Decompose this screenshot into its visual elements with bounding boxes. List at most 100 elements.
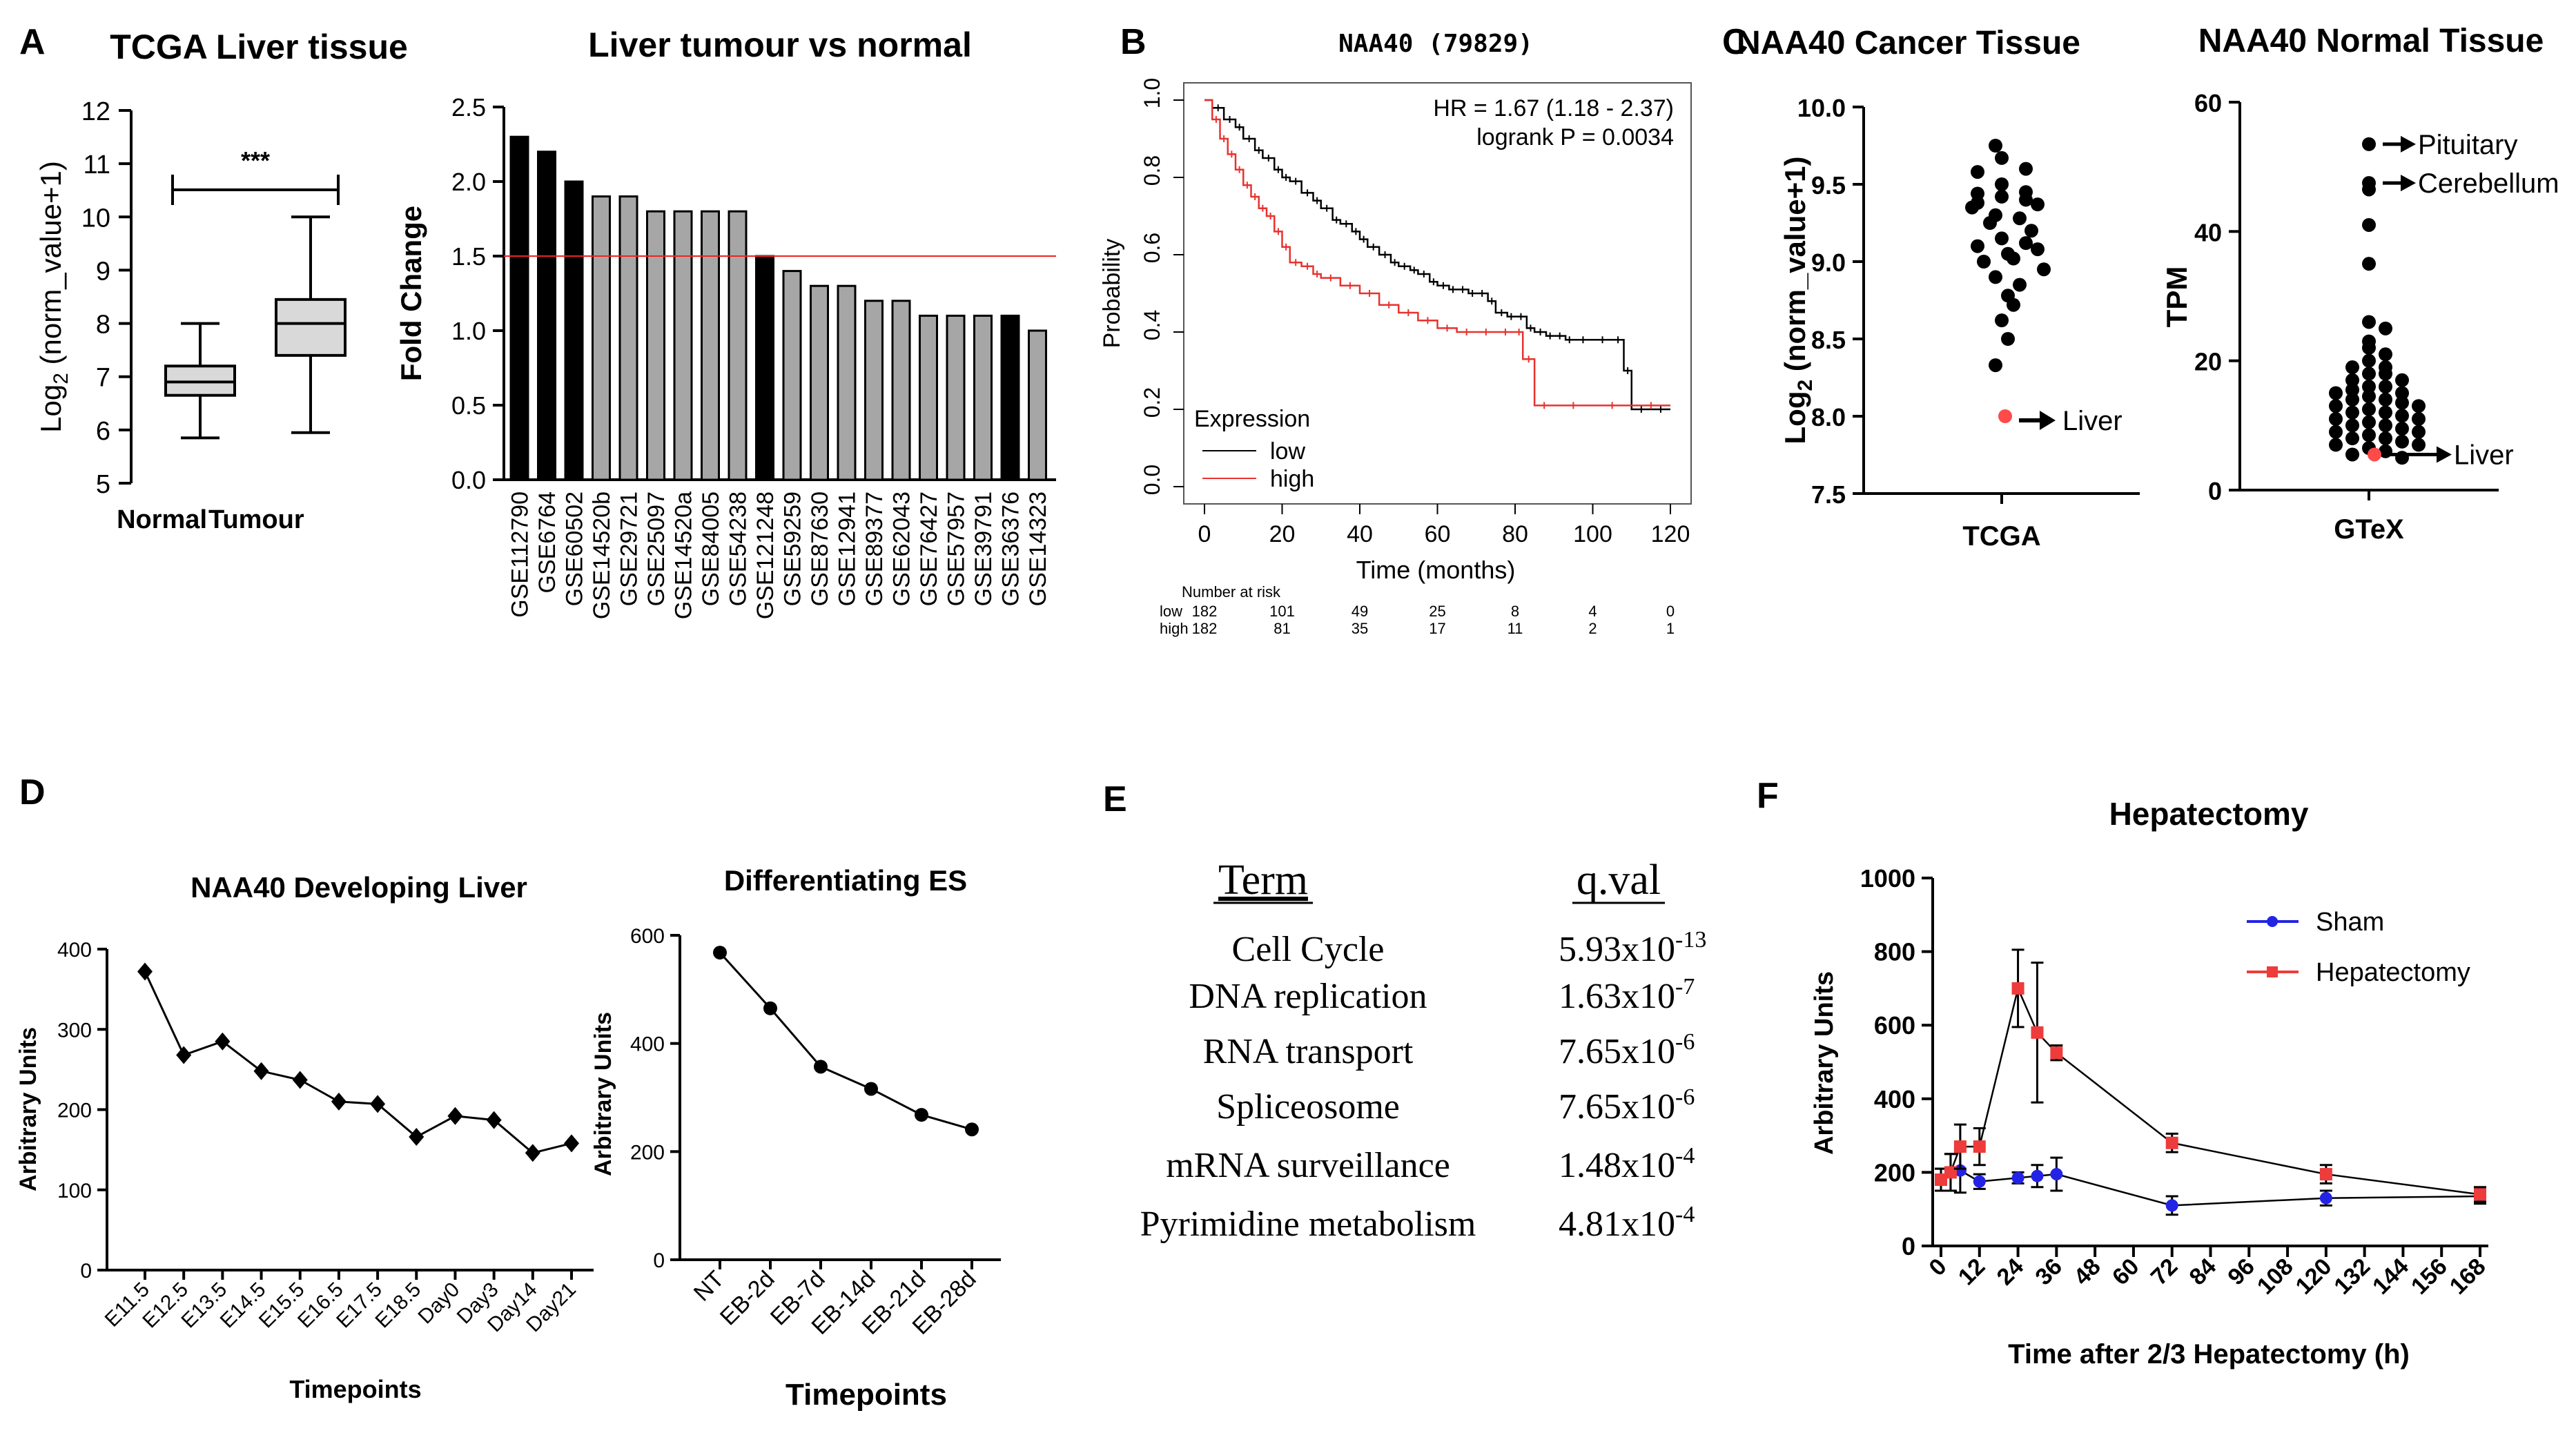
legend-high-label: high [1270, 466, 1314, 492]
data-point [2379, 418, 2392, 433]
data-point [2362, 389, 2376, 404]
censor-mark [1430, 278, 1437, 286]
x-tick-label: 132 [2329, 1254, 2375, 1300]
x-tick-label: 24 [1992, 1254, 2029, 1291]
hr-text: HR = 1.67 (1.18 - 2.37) [1433, 95, 1674, 121]
qval-cell: 7.65x10-6 [1559, 1084, 1695, 1127]
data-point [2019, 193, 2033, 207]
data-point [137, 962, 153, 981]
censor-mark [1385, 301, 1393, 309]
bar [537, 150, 556, 481]
x-tick-label: 72 [2146, 1254, 2183, 1291]
data-point [2379, 321, 2392, 335]
data-point [2165, 1199, 2178, 1212]
data-point [965, 1122, 979, 1137]
risk-value: 182 [1192, 620, 1218, 637]
y-tick-label: 200 [630, 1141, 665, 1164]
y-tick-label: 8.5 [1811, 326, 1846, 354]
x-tick-label: GSE39791 [970, 491, 997, 606]
censor-mark [1450, 286, 1456, 293]
data-point [1995, 177, 2009, 191]
qval-cell: 4.81x10-4 [1559, 1202, 1695, 1244]
censor-mark [1420, 271, 1427, 277]
data-point [1995, 313, 2009, 328]
censor-mark [1391, 259, 1398, 266]
data-point [2395, 396, 2409, 410]
chart-title: NAA40 Cancer Tissue [1737, 25, 2080, 61]
y-tick-label: 60 [2194, 89, 2222, 117]
censor-mark [1343, 220, 1350, 228]
term-cell: DNA replication [1189, 977, 1427, 1016]
x-tick-label: 0 [1924, 1254, 1951, 1281]
data-point [2013, 211, 2027, 226]
y-tick-label: 5 [96, 470, 110, 499]
data-point [1995, 231, 2009, 246]
data-point [864, 1082, 878, 1096]
y-axis-label: TPM [2160, 266, 2193, 328]
risk-value: 25 [1429, 603, 1445, 620]
data-point [2001, 332, 2015, 346]
x-tick-label: Normal [117, 505, 207, 534]
data-point [2037, 262, 2051, 277]
x-tick-label: GSE54238 [725, 491, 752, 606]
x-tick-label: Day0 [414, 1278, 465, 1329]
y-tick-label: 10 [81, 204, 110, 233]
differentiating-es-linechart: Differentiating ES Arbitrary Units Timep… [590, 864, 1001, 1412]
annotation-arrowhead [2401, 135, 2416, 153]
data-point [253, 1062, 269, 1080]
censor-mark [1637, 406, 1645, 413]
data-point [370, 1095, 386, 1113]
data-point [2319, 1191, 2332, 1205]
bar [509, 135, 529, 481]
y-axis-label: Probability [1099, 239, 1125, 349]
y-tick-label: 800 [1874, 938, 1915, 966]
censor-mark [1536, 329, 1544, 335]
censor-mark [1479, 290, 1486, 297]
y-tick-label: 0.8 [1140, 155, 1164, 186]
legend-low-label: low [1270, 438, 1305, 465]
data-point [331, 1092, 347, 1111]
y-tick-label: 0.6 [1140, 233, 1164, 263]
censor-mark [1424, 317, 1432, 324]
y-axis-label: Fold Change [395, 206, 427, 381]
censor-mark [1614, 336, 1622, 344]
legend-sham-label: Sham [2316, 908, 2384, 937]
data-point [2412, 425, 2426, 439]
data-point [1995, 150, 2009, 165]
censor-mark [1333, 216, 1340, 224]
x-tick-label: 48 [2069, 1254, 2106, 1291]
data-point [2395, 422, 2409, 436]
censor-mark [1624, 367, 1632, 374]
y-tick-label: 400 [57, 939, 92, 962]
y-tick-label: 200 [57, 1100, 92, 1122]
y-tick-label: 100 [57, 1180, 92, 1202]
bar [946, 314, 966, 481]
x-tick-label: 120 [1651, 521, 1690, 547]
y-axis-label: Arbitrary Units [15, 1027, 41, 1191]
x-tick-label: GSE84005 [698, 491, 724, 606]
y-tick-label: 0.0 [451, 466, 486, 494]
data-point [2362, 257, 2376, 271]
censor-mark [1292, 259, 1300, 266]
x-tick-label: GSE87630 [807, 491, 833, 606]
annotation-arrowhead [2401, 175, 2416, 192]
data-point [2345, 447, 2359, 462]
data-point [2395, 373, 2409, 387]
data-point [2329, 399, 2343, 413]
data-line [144, 971, 572, 1154]
x-tick-label: Tumour [208, 505, 304, 534]
data-point [2031, 1026, 2044, 1039]
data-point [2345, 392, 2359, 407]
censor-mark [1647, 402, 1655, 409]
y-tick-label: 300 [57, 1019, 92, 1042]
x-tick-label: GSE89377 [861, 491, 888, 606]
data-point [525, 1144, 540, 1162]
chart-title: Liver tumour vs normal [588, 26, 972, 64]
censor-mark [1459, 286, 1467, 293]
censor-mark [1525, 355, 1532, 363]
data-point [2362, 402, 2376, 416]
pathway-table: Term q.val Cell Cycle 5.93x10-13 DNA repli… [1140, 857, 1707, 1244]
censor-mark [1327, 274, 1334, 282]
data-point [2379, 380, 2392, 394]
censor-mark [1570, 402, 1577, 409]
